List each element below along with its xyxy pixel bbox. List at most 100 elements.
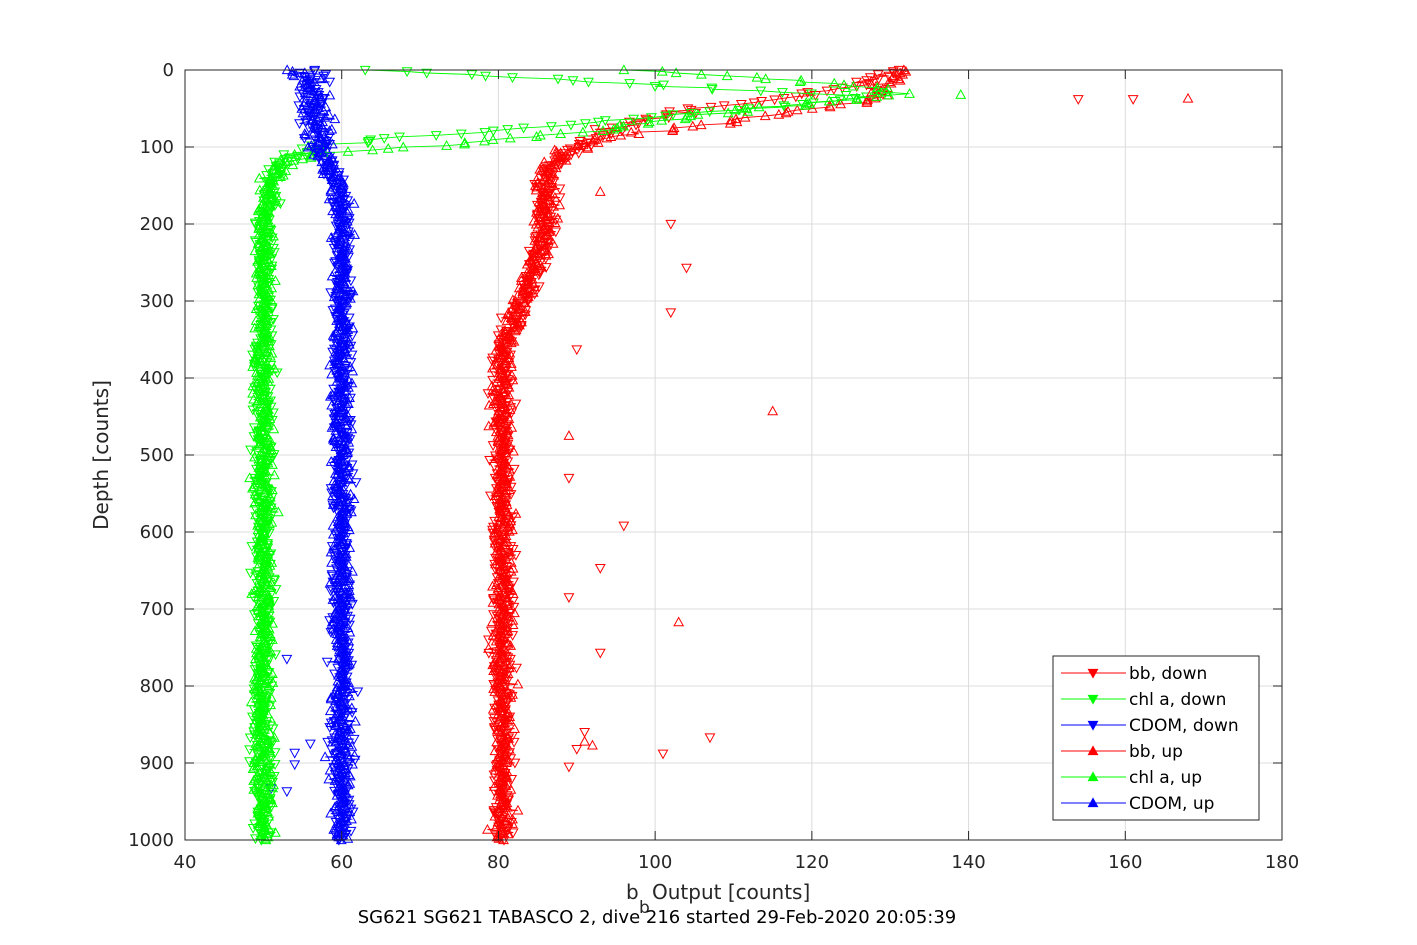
data-point xyxy=(490,635,502,646)
legend-marker xyxy=(1087,797,1099,808)
data-point xyxy=(533,232,545,242)
data-point xyxy=(490,344,502,355)
data-point xyxy=(346,377,358,388)
data-point xyxy=(338,328,350,339)
data-point xyxy=(346,702,358,713)
data-point xyxy=(338,631,350,641)
data-point xyxy=(731,116,743,127)
data-point xyxy=(252,279,264,290)
data-point xyxy=(329,467,341,478)
data-point xyxy=(499,798,511,809)
data-point xyxy=(314,91,326,101)
data-point xyxy=(421,68,433,79)
legend-box xyxy=(1052,655,1260,821)
data-point xyxy=(336,294,348,305)
data-point xyxy=(681,111,693,122)
data-point xyxy=(544,194,555,205)
data-point xyxy=(262,218,274,229)
data-point xyxy=(502,125,514,135)
data-point xyxy=(508,607,520,618)
data-point xyxy=(538,223,549,233)
data-point xyxy=(642,117,654,128)
data-point xyxy=(330,736,342,747)
data-point xyxy=(495,634,507,644)
data-point xyxy=(266,194,278,205)
outlier-point xyxy=(571,345,583,356)
data-point xyxy=(262,806,273,816)
data-point xyxy=(518,123,530,134)
data-point xyxy=(515,272,527,282)
data-point xyxy=(504,404,516,414)
data-point xyxy=(829,96,841,107)
data-point xyxy=(326,138,338,149)
data-point xyxy=(501,801,513,812)
data-point xyxy=(339,604,351,615)
data-point xyxy=(500,461,512,472)
data-point xyxy=(286,68,298,79)
data-point xyxy=(268,423,280,434)
data-point xyxy=(799,99,811,110)
data-point xyxy=(258,721,270,732)
legend-item: CDOM, down xyxy=(1061,716,1239,736)
data-point xyxy=(264,721,276,732)
data-point xyxy=(494,353,506,364)
data-point xyxy=(342,779,354,790)
data-point xyxy=(510,399,522,410)
data-point xyxy=(493,832,505,843)
data-point xyxy=(496,631,508,641)
data-point xyxy=(340,503,351,514)
data-point xyxy=(342,203,354,214)
data-point xyxy=(521,258,533,269)
data-point xyxy=(297,153,309,164)
data-point xyxy=(491,736,503,747)
data-point xyxy=(272,506,284,517)
data-point xyxy=(344,777,356,788)
data-point xyxy=(497,383,509,394)
data-point xyxy=(252,519,264,530)
legend-item: chl a, down xyxy=(1061,690,1226,710)
data-point xyxy=(499,407,511,417)
data-point xyxy=(319,751,331,762)
data-point xyxy=(333,321,345,331)
data-point xyxy=(349,229,361,239)
data-point xyxy=(326,123,338,134)
legend-label: bb, up xyxy=(1129,742,1183,762)
data-point xyxy=(791,104,803,115)
data-point xyxy=(322,737,334,748)
data-point xyxy=(299,67,311,78)
data-point xyxy=(335,562,347,573)
data-point xyxy=(509,758,521,769)
data-point xyxy=(338,380,350,391)
data-point xyxy=(348,493,360,503)
data-point xyxy=(864,73,876,84)
data-point xyxy=(247,763,259,773)
data-point xyxy=(499,417,511,428)
data-point xyxy=(492,803,504,814)
data-point xyxy=(597,125,609,136)
data-point xyxy=(252,237,264,248)
data-point xyxy=(342,832,354,843)
data-point xyxy=(344,589,356,600)
data-point xyxy=(348,734,360,745)
data-point xyxy=(493,598,505,609)
data-point xyxy=(326,174,338,184)
data-point xyxy=(267,677,279,687)
data-point xyxy=(324,125,335,136)
x-axis-label: b b Output [counts] xyxy=(626,880,810,918)
data-point xyxy=(505,361,517,371)
legend: bb, down chl a, down CDOM, down bb, up chl a… xyxy=(1052,655,1260,821)
data-point xyxy=(724,117,736,128)
data-point xyxy=(510,295,522,306)
data-point xyxy=(253,223,265,233)
data-point xyxy=(505,542,517,552)
outlier-point xyxy=(657,749,669,760)
data-point xyxy=(254,304,266,315)
data-point xyxy=(253,648,265,659)
data-point xyxy=(539,220,550,230)
data-point xyxy=(330,208,342,219)
data-point xyxy=(547,237,559,248)
data-point xyxy=(497,577,509,588)
data-point xyxy=(256,209,268,220)
data-point xyxy=(721,70,733,81)
data-point xyxy=(265,699,277,710)
